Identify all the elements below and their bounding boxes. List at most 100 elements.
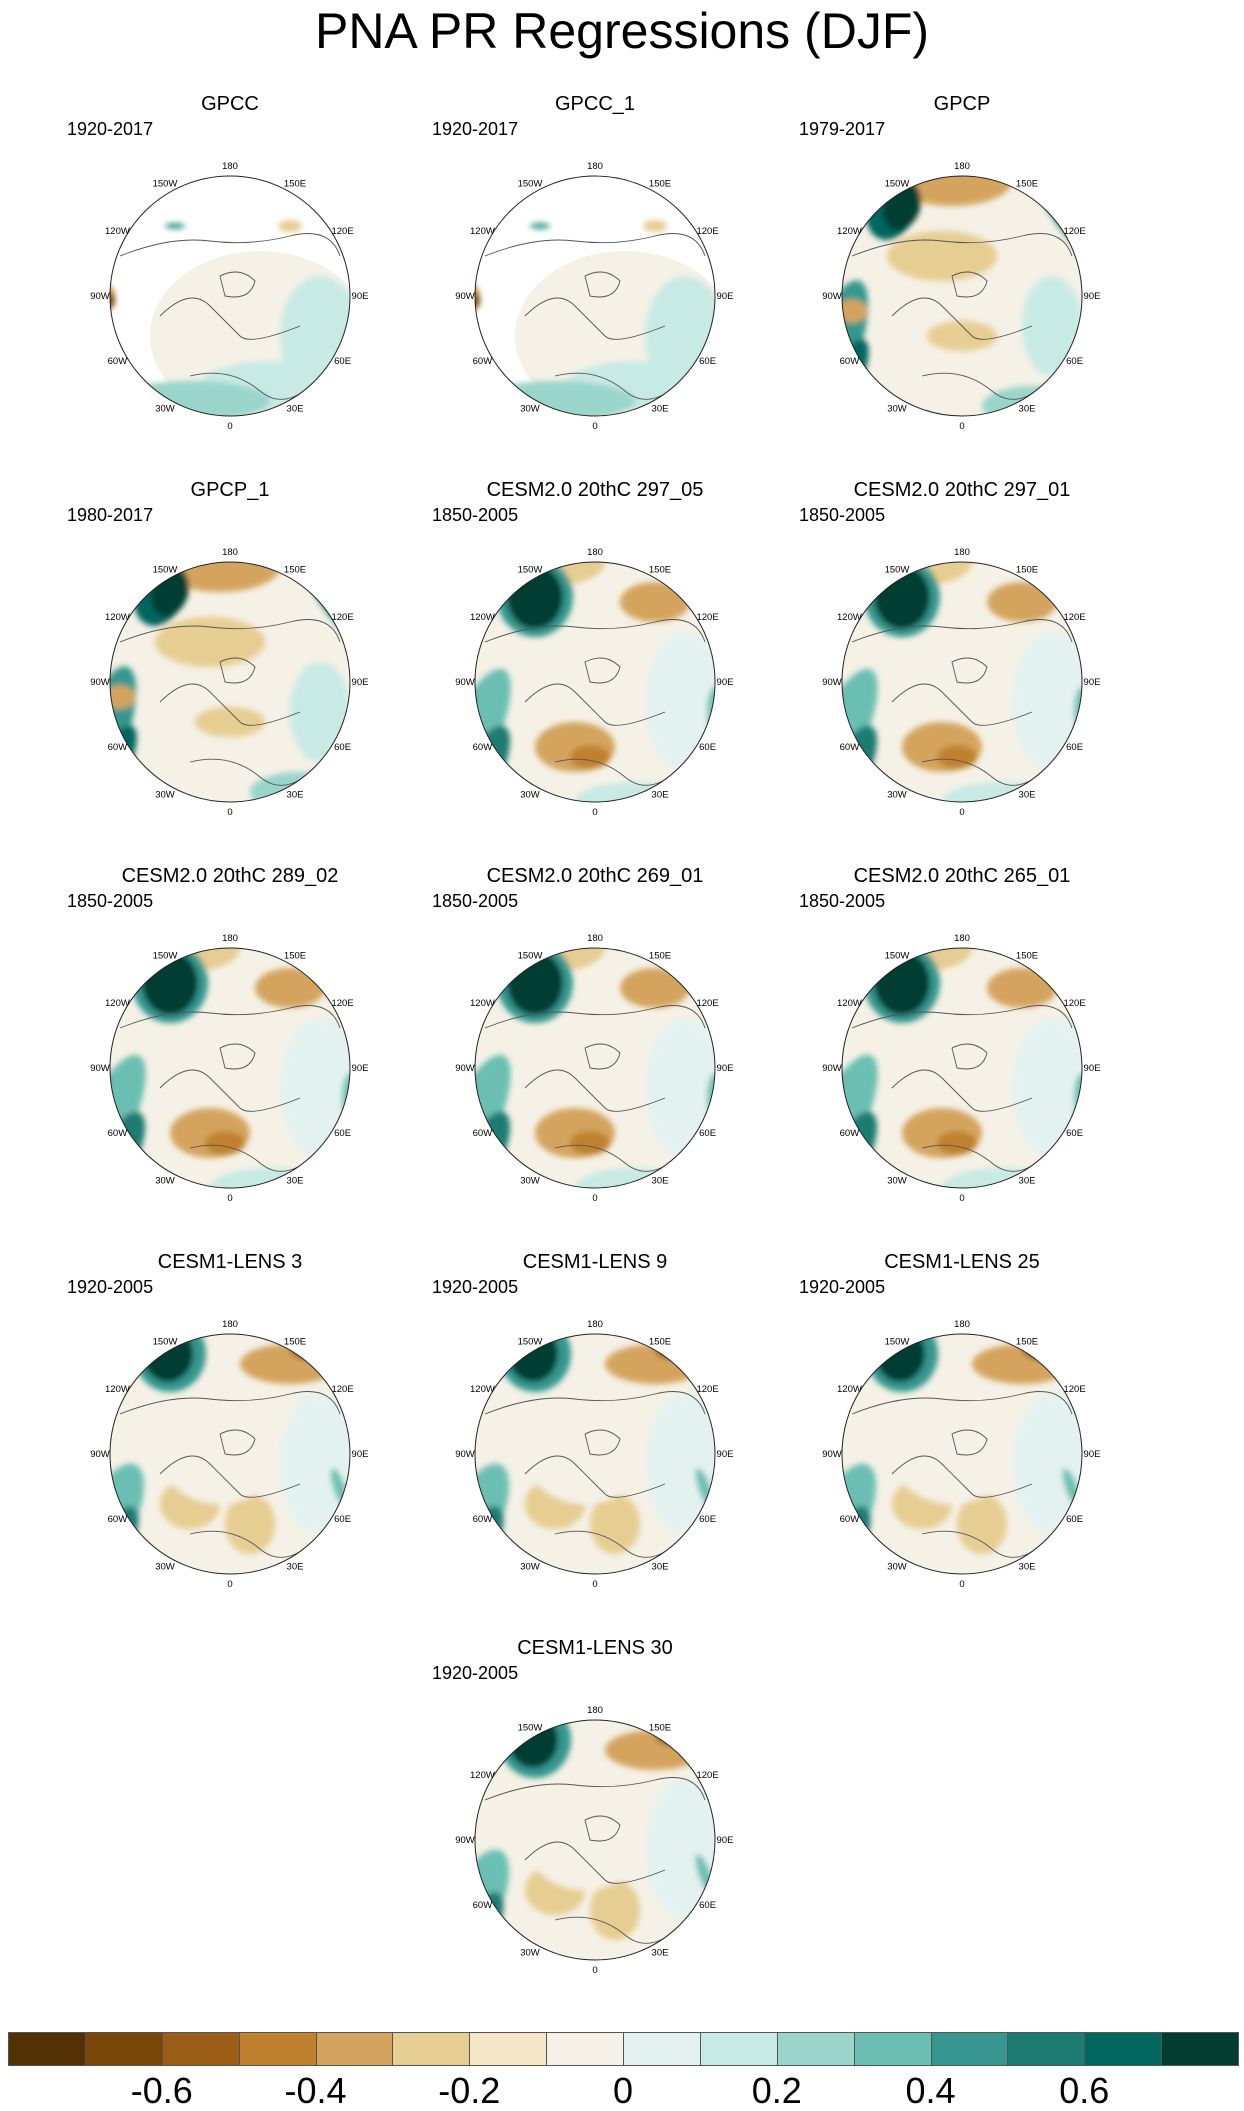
longitude-label: 150W — [153, 564, 178, 575]
longitude-label: 90E — [717, 677, 734, 688]
longitude-label: 120E — [1063, 226, 1085, 237]
anomaly-contour — [280, 1394, 350, 1534]
longitude-label: 120E — [1063, 998, 1085, 1009]
anomaly-contour — [570, 1131, 610, 1155]
anomaly-contour — [645, 1394, 715, 1534]
coastline — [484, 233, 706, 400]
longitude-label: 150W — [518, 1336, 543, 1347]
longitude-label: 90W — [455, 1449, 475, 1460]
longitude-label: 90E — [352, 291, 369, 302]
anomaly-contour — [892, 176, 1012, 206]
longitude-label: 30W — [520, 1948, 540, 1959]
longitude-label: 120W — [105, 226, 130, 237]
anomaly-contour — [1012, 1394, 1082, 1534]
anomaly-contour — [987, 582, 1057, 622]
longitude-label: 30E — [1019, 1176, 1036, 1187]
longitude-label: 120E — [1063, 1384, 1085, 1395]
anomaly-contour — [842, 1463, 877, 1574]
longitude-label: 60E — [1066, 742, 1083, 753]
anomaly-contour — [475, 294, 480, 308]
longitude-label: 30E — [287, 404, 304, 415]
longitude-label: 180 — [954, 161, 970, 172]
longitude-label: 0 — [959, 1579, 964, 1590]
map-boundary — [109, 947, 351, 1189]
polar-map: 180 150E 120E 90E 60E 30E 0 30W 60W 90W 120W 150W — [455, 161, 734, 432]
coastline — [119, 619, 341, 786]
longitude-label: 60E — [1066, 1514, 1083, 1525]
coastline — [119, 1391, 341, 1558]
longitude-label: 90W — [90, 291, 110, 302]
longitude-label: 150E — [284, 1336, 306, 1347]
anomaly-contour — [110, 685, 135, 709]
anomaly-contour — [707, 687, 715, 737]
longitude-label: 90E — [1084, 1449, 1101, 1460]
longitude-label: 150W — [518, 1722, 543, 1733]
panel-period: 1980-2017 — [67, 505, 154, 525]
map-boundary — [109, 561, 351, 803]
colorbar-swatch — [1161, 2032, 1239, 2066]
anomaly-contour — [1074, 1073, 1082, 1123]
longitude-label: 90W — [455, 677, 475, 688]
anomaly-contour — [957, 1494, 1007, 1554]
longitude-label: 120E — [696, 612, 718, 623]
longitude-label: 60E — [699, 1514, 716, 1525]
longitude-label: 0 — [227, 421, 232, 432]
longitude-label: 90E — [717, 1835, 734, 1846]
polar-map: 180 150E 120E 90E 60E 30E 0 30W 60W 90W 120W 150W — [90, 933, 368, 1204]
polar-map: 180 150E 120E 90E 60E 30E 0 30W 60W 90W 120W 150W — [90, 161, 369, 432]
longitude-label: 90W — [822, 291, 842, 302]
polar-map: 180 150E 120E 90E 60E 30E 0 30W 60W 90W 120W 150W — [90, 1299, 368, 1590]
longitude-label: 150W — [885, 950, 910, 961]
longitude-label: 150W — [153, 950, 178, 961]
longitude-label: 60E — [699, 1128, 716, 1139]
coastline — [119, 233, 341, 400]
anomaly-contour — [645, 1780, 715, 1920]
map-panel: GPCC 1920-2017 180 150E 120E 90E 60E 30E 0 30W 60W… — [65, 92, 395, 477]
longitude-label: 120W — [470, 1384, 495, 1395]
panel-title: CESM2.0 20thC 265_01 — [853, 865, 1071, 887]
map-boundary — [841, 947, 1083, 1189]
longitude-label: 120E — [696, 1384, 718, 1395]
anomaly-contour — [842, 1054, 878, 1188]
longitude-label: 30W — [887, 1176, 907, 1187]
longitude-label: 150E — [649, 178, 671, 189]
longitude-label: 150W — [885, 1336, 910, 1347]
panel-period: 1920-2017 — [67, 119, 154, 139]
longitude-label: 180 — [222, 547, 238, 558]
panel-period: 1920-2017 — [432, 119, 519, 139]
panel-period: 1920-2005 — [67, 1277, 154, 1297]
coastline — [851, 1005, 1073, 1172]
longitude-label: 150W — [153, 178, 178, 189]
longitude-label: 150W — [518, 564, 543, 575]
colorbar-swatch — [853, 2032, 932, 2066]
colorbar-swatch — [238, 2032, 317, 2066]
colorbar: -0.6 -0.4 -0.2 0 0.2 0.4 0.6 — [8, 2032, 1239, 2111]
colorbar-label: -0.6 — [130, 2070, 193, 2111]
longitude-label: 60W — [108, 1128, 128, 1139]
map-panel: CESM2.0 20thC 289_02 1850-2005 180 150E 120E… — [65, 864, 395, 1249]
anomaly-contour — [707, 1073, 715, 1123]
map-boundary — [841, 175, 1083, 417]
panel-period: 1979-2017 — [799, 119, 886, 139]
longitude-label: 60W — [840, 356, 860, 367]
longitude-label: 180 — [587, 547, 603, 558]
anomaly-contour — [155, 617, 265, 667]
longitude-label: 60E — [699, 742, 716, 753]
map-boundary — [474, 561, 716, 803]
anomaly-contour — [525, 1790, 645, 1890]
colorbar-label: 0 — [612, 2070, 634, 2111]
anomaly-contour — [165, 1299, 255, 1329]
longitude-label: 120W — [105, 612, 130, 623]
longitude-label: 120E — [331, 226, 353, 237]
map-panel: CESM1-LENS 25 1920-2005 180 150E 120E 90E 60E 3… — [797, 1250, 1127, 1635]
longitude-label: 30W — [155, 1562, 175, 1573]
longitude-label: 0 — [959, 421, 964, 432]
longitude-label: 90E — [717, 291, 734, 302]
coastline — [851, 619, 1073, 786]
coastline — [851, 233, 1073, 400]
longitude-label: 30W — [520, 1562, 540, 1573]
longitude-label: 60W — [473, 1514, 493, 1525]
map-panel: CESM1-LENS 9 1920-2005 180 150E 120E 90E 60E 30… — [430, 1250, 760, 1635]
anomaly-contour — [887, 948, 987, 951]
colorbar-label: -0.4 — [284, 2070, 347, 2111]
